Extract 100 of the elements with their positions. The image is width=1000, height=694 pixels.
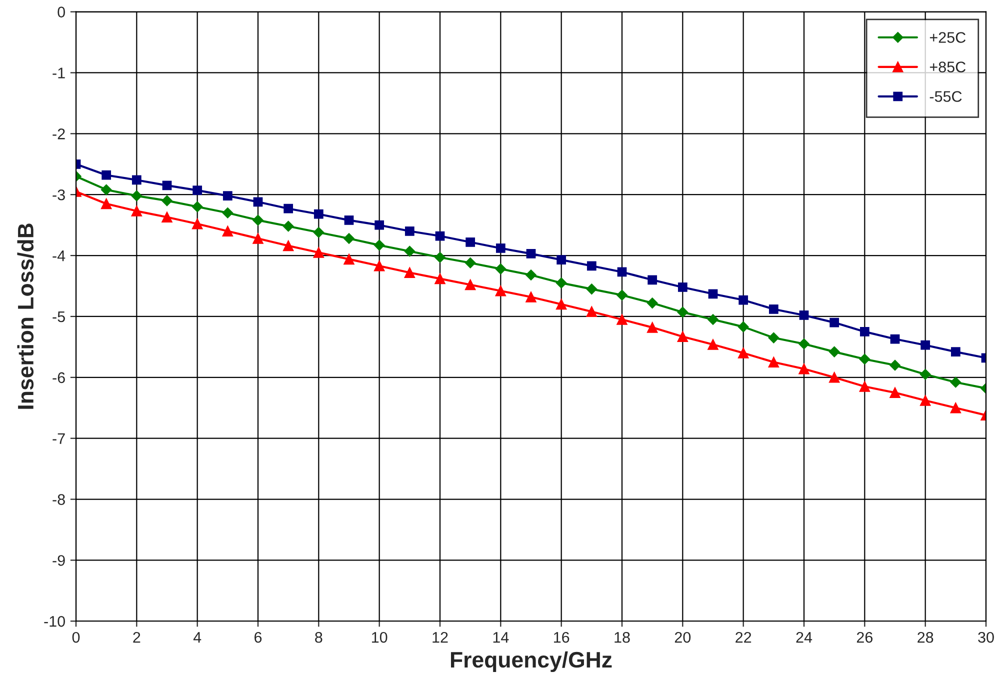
y-tick-label: -9 [52, 555, 65, 566]
point [799, 310, 809, 320]
y-tick-label: 0 [58, 6, 65, 18]
point [100, 198, 112, 210]
x-tick-label: 14 [493, 632, 509, 643]
point [708, 314, 718, 325]
point [162, 180, 172, 190]
point [282, 220, 294, 232]
point [526, 270, 536, 280]
point [768, 332, 780, 344]
point [646, 298, 658, 308]
point [222, 191, 232, 201]
point [495, 285, 506, 296]
point [404, 226, 414, 236]
x-tick-label: 16 [554, 632, 570, 643]
x-tick-label: 2 [133, 632, 140, 643]
x-tick-label: 10 [372, 632, 388, 643]
point [344, 254, 354, 265]
point [950, 376, 962, 388]
point [556, 298, 567, 310]
point [677, 306, 688, 318]
point [830, 318, 840, 328]
point [374, 220, 384, 230]
point [859, 381, 870, 392]
point [616, 290, 628, 301]
point [162, 195, 172, 206]
point [404, 267, 416, 278]
point [162, 212, 172, 223]
point [132, 175, 142, 185]
point [131, 190, 142, 202]
point [496, 244, 506, 253]
point [859, 354, 870, 365]
point [222, 226, 234, 237]
x-tick-label: 8 [315, 632, 322, 643]
x-tick-label: 18 [614, 632, 630, 643]
point [920, 395, 931, 406]
point [708, 339, 718, 350]
x-tick-label: 12 [432, 632, 448, 643]
point [222, 207, 234, 218]
point [344, 216, 354, 225]
y-tick-label: -10 [44, 616, 65, 627]
point [192, 201, 203, 212]
legend-label: +85C [930, 62, 966, 72]
x-tick-label: 30 [978, 632, 994, 643]
y-tick-label: -4 [52, 250, 66, 262]
point [102, 170, 112, 180]
point [828, 372, 840, 383]
point [768, 304, 778, 314]
point [556, 278, 567, 288]
point [252, 214, 264, 226]
point [617, 267, 627, 277]
legend-label: +25C [930, 32, 966, 43]
x-tick-label: 28 [918, 632, 934, 643]
point [677, 331, 688, 342]
point [890, 334, 900, 344]
point [646, 322, 658, 333]
point [738, 295, 748, 305]
point [374, 240, 385, 251]
point [586, 261, 596, 271]
point [768, 356, 780, 368]
point [284, 204, 294, 214]
point [192, 186, 202, 196]
point [192, 218, 203, 230]
point [313, 247, 324, 258]
point [890, 360, 900, 371]
x-axis-title: Frequency/GHz [450, 651, 612, 672]
point [100, 184, 112, 196]
x-tick-label: 6 [254, 632, 262, 643]
point [890, 387, 900, 398]
point [434, 252, 446, 263]
point [252, 233, 264, 244]
point [950, 402, 962, 414]
point [708, 289, 718, 299]
point [648, 275, 658, 285]
point [798, 338, 810, 350]
point [253, 197, 263, 207]
point [526, 249, 536, 258]
y-tick-label: -3 [52, 189, 65, 200]
y-tick-label: -7 [52, 433, 65, 444]
point [435, 231, 445, 241]
y-tick-label: -2 [52, 128, 65, 140]
point [282, 240, 294, 252]
point [313, 226, 324, 238]
point [466, 237, 476, 247]
point [828, 346, 840, 358]
point [344, 233, 354, 244]
point [738, 321, 749, 332]
point [434, 273, 446, 284]
point [374, 260, 385, 272]
point [920, 368, 931, 380]
x-tick-label: 22 [736, 632, 752, 643]
y-tick-label: -1 [52, 68, 65, 78]
point [464, 257, 476, 268]
point [464, 279, 476, 290]
y-tick-label: -8 [52, 494, 65, 505]
y-axis-title: Insertion Loss/dB [17, 224, 34, 409]
point [586, 306, 598, 317]
point [920, 340, 930, 350]
point [404, 246, 416, 257]
x-tick-label: 20 [674, 632, 691, 643]
